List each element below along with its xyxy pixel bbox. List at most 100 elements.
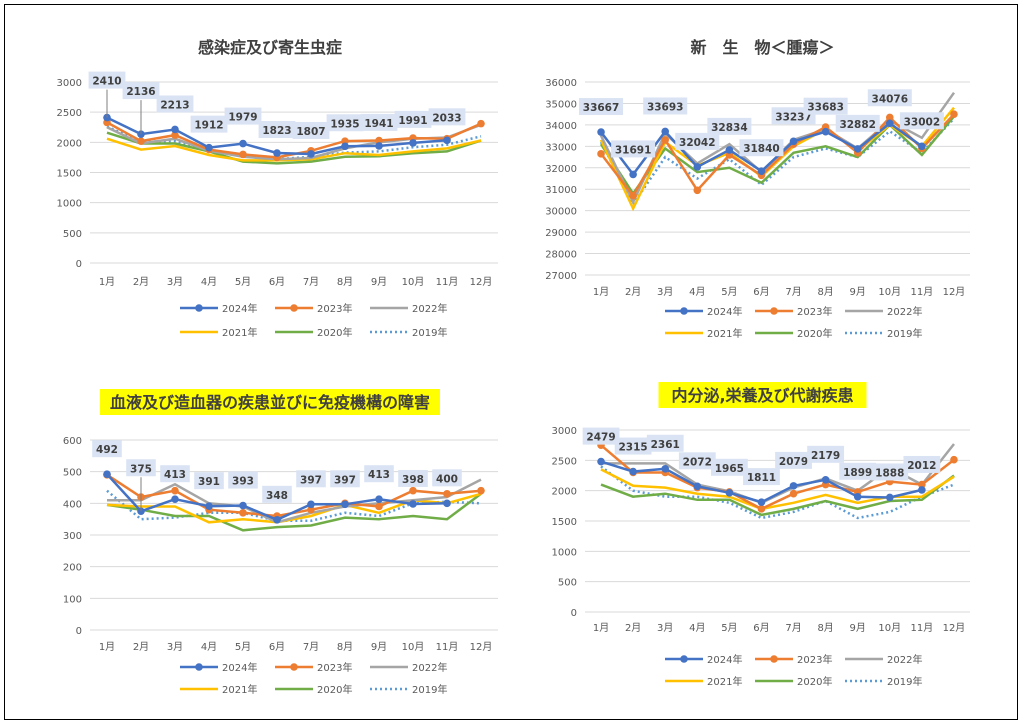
x-tick-label: 4月 [201,276,217,288]
x-tick-label: 12月 [943,622,966,634]
data-point [629,170,637,179]
data-label: 2410 [92,76,121,88]
data-point [693,186,702,195]
data-label-box [710,458,748,476]
data-label: 1888 [875,467,904,479]
data-label: 32834 [711,122,748,134]
data-point [693,163,702,171]
y-tick-label: 400 [63,499,82,510]
x-tick-label: 4月 [201,641,217,653]
x-tick-label: 6月 [753,286,769,298]
data-point [205,502,213,510]
y-tick-label: 2500 [552,456,577,467]
data-point [171,131,179,139]
x-tick-label: 11月 [911,286,934,298]
series-line [600,113,955,198]
data-label-box [326,114,364,132]
data-label-box [292,121,330,139]
x-tick-label: 3月 [167,276,183,288]
y-tick-label: 0 [76,259,82,270]
y-tick-label: 200 [63,563,82,574]
data-point [725,146,734,154]
legend-label: 2019年 [412,326,447,339]
y-tick-label: 27000 [545,271,577,282]
data-label-box [611,140,656,158]
x-tick-label: 8月 [337,641,353,653]
data-point [853,145,862,153]
data-point [307,505,315,514]
data-label-box [579,98,624,116]
x-tick-label: 10月 [878,286,901,298]
y-tick-label: 32000 [545,164,577,175]
data-label: 348 [266,490,288,502]
y-tick-label: 31000 [545,185,577,196]
data-point [239,139,247,148]
chart-endocrine-metabolic-diseases: 内分泌,栄養及び代謝疾患 0 500 1000 1500 2000 2500 3000 1月 2月… [552,382,970,688]
data-label-box [360,113,398,131]
y-tick-label: 30000 [545,207,577,218]
data-point [477,119,485,128]
legend-label: 2021年 [222,683,257,696]
x-tick-label: 2月 [133,641,149,653]
y-tick-label: 29000 [545,228,577,239]
data-label: 31840 [743,143,780,155]
data-label: 33002 [904,116,941,128]
y-tick-label: 33000 [545,142,577,153]
data-label-box [643,97,688,115]
x-tick-label: 10月 [878,622,901,634]
data-label: 398 [402,474,424,486]
y-tick-label: 2000 [552,487,577,498]
data-label: 1935 [330,118,359,130]
data-label-box [296,470,326,488]
series-line [106,131,482,165]
data-point [409,500,417,508]
y-tick-label: 3000 [57,78,82,89]
data-point [757,167,766,176]
chart-neoplasms: 新 生 物＜腫瘍＞ 27000 28000 29000 30000 31000 32000 3… [545,38,970,340]
data-label-box [839,462,877,480]
x-tick-label: 11月 [911,622,934,634]
series-line [600,474,955,517]
x-tick-label: 5月 [721,286,737,298]
data-label-box [228,471,258,489]
data-label-box [330,470,360,488]
data-point [885,493,894,502]
y-tick-label: 1500 [552,517,577,528]
data-label-box [190,115,228,133]
figure-frame [4,4,1018,720]
y-tick-label: 500 [63,468,82,479]
data-label-box [899,112,944,130]
data-label-box [122,82,160,100]
data-label: 400 [436,473,458,485]
data-label-box [88,71,126,89]
data-label: 2361 [651,439,680,451]
data-point [239,509,247,517]
title-highlight [100,389,440,415]
data-point [950,455,958,464]
y-tick-label: 1000 [552,547,577,558]
data-label-box [398,469,428,487]
legend-marker [290,663,298,671]
x-tick-label: 10月 [402,276,425,288]
data-label-box [867,89,912,107]
series-line [107,478,482,524]
data-label: 32882 [839,119,876,131]
y-tick-label: 36000 [545,78,577,89]
data-label-box [194,472,224,490]
x-tick-label: 8月 [817,622,833,634]
data-point [853,492,862,501]
title-highlight [658,382,867,408]
data-label-box [614,437,652,455]
data-label: 1979 [228,112,257,124]
legend-marker [770,655,778,663]
data-label: 2479 [586,432,615,444]
data-point [597,457,605,466]
legend-label: 2020年 [797,327,832,340]
data-point [443,136,451,145]
data-point [757,505,766,513]
data-label-box [126,459,156,477]
data-label: 2315 [619,442,648,454]
legend-label: 2020年 [797,675,832,688]
data-label-box [262,485,292,503]
x-tick-label: 4月 [689,286,705,298]
